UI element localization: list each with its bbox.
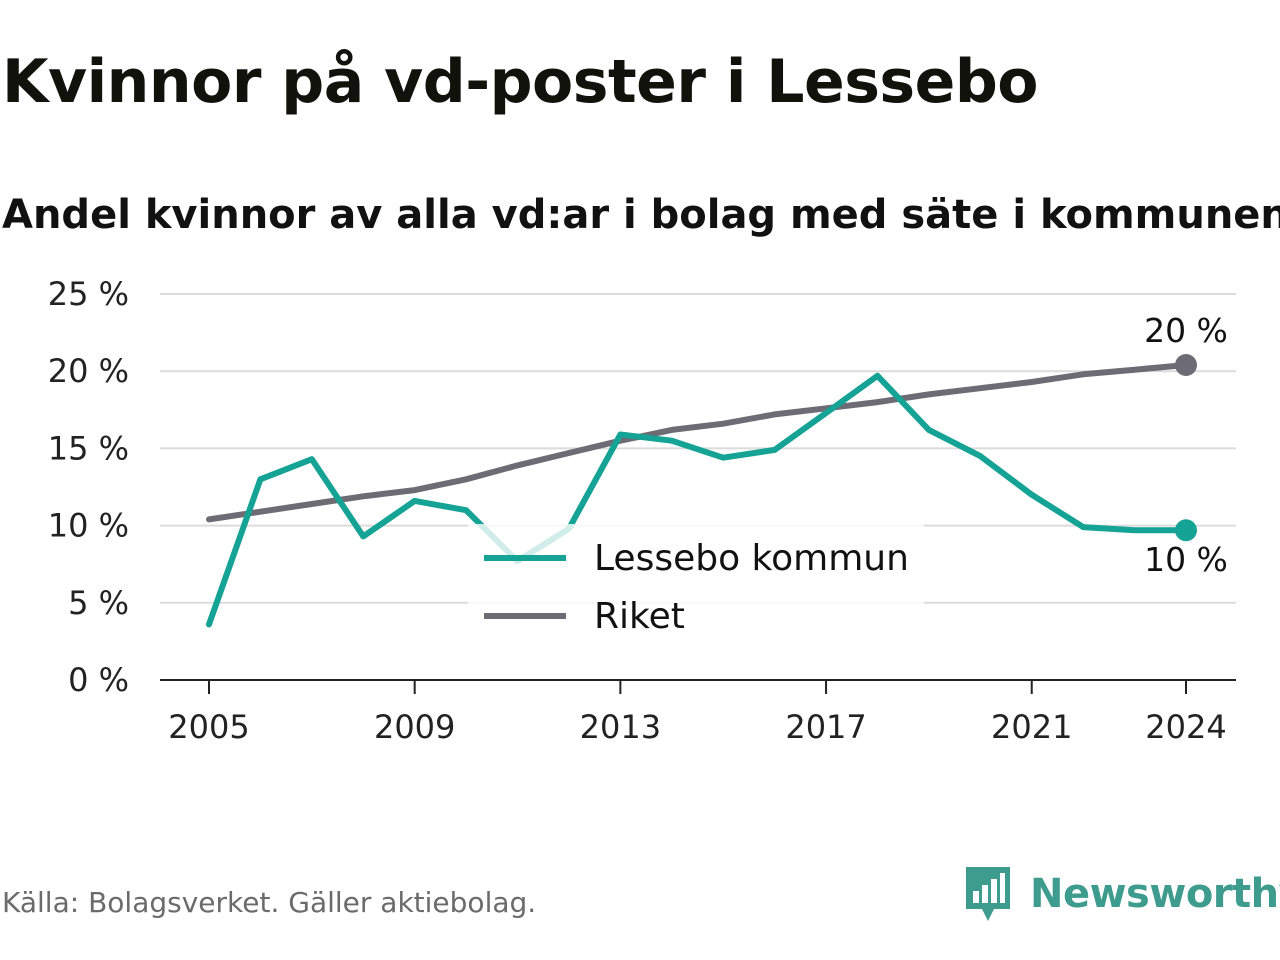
y-tick-label: 5 %: [68, 584, 129, 622]
axes: 0 % 5 % 10 % 15 % 20 % 25 % 2005 2009 2013 2017 20…: [48, 275, 1236, 746]
x-tick-label: 2024: [1145, 708, 1226, 746]
x-tick-label: 2009: [374, 708, 455, 746]
y-tick-label: 25 %: [48, 275, 129, 313]
legend-label: Riket: [594, 596, 685, 637]
legend: Lessebo kommun Riket: [468, 524, 924, 644]
y-tick-label: 20 %: [48, 352, 129, 390]
x-tick-label: 2021: [991, 708, 1072, 746]
series-line-riket: [206, 362, 1189, 523]
source-note: Källa: Bolagsverket. Gäller aktiebolag.: [2, 886, 537, 919]
legend-background: [468, 524, 924, 644]
newsworthy-logo-icon: [966, 867, 1010, 921]
brand-name: Newsworthy: [1030, 871, 1280, 917]
x-tick-label: 2013: [580, 708, 661, 746]
series: [206, 362, 1189, 628]
y-tick-label: 10 %: [48, 507, 129, 545]
series-line-lessebo-kommun: [206, 372, 1189, 628]
chart-title: Kvinnor på vd-poster i Lessebo: [2, 47, 1039, 117]
end-marker: [1175, 354, 1197, 377]
y-tick-label: 0 %: [68, 661, 129, 699]
chart-subtitle: Andel kvinnor av alla vd:ar i bolag med …: [2, 192, 1280, 238]
x-tick-label: 2017: [785, 708, 866, 746]
end-marker: [1175, 519, 1197, 542]
end-label: 10 %: [1144, 540, 1228, 579]
y-tick-label: 15 %: [48, 429, 129, 467]
x-tick-label: 2005: [168, 708, 249, 746]
end-label: 20 %: [1144, 311, 1228, 350]
end-labels: 10 % 20 %: [1144, 311, 1228, 579]
legend-label: Lessebo kommun: [594, 538, 909, 579]
brand-logo: Newsworthy: [964, 864, 1280, 924]
